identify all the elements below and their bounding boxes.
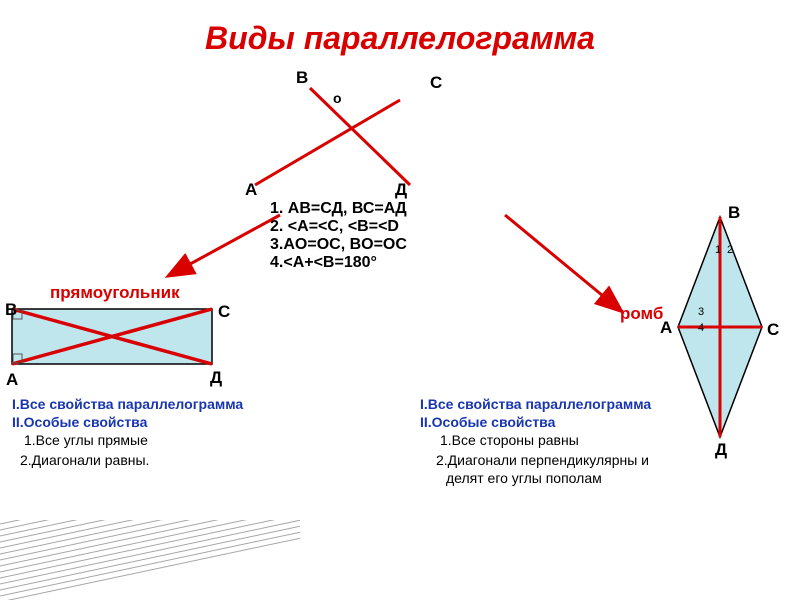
rectangle-shape: [12, 309, 212, 364]
rhombus-subtitle: ромб: [620, 304, 663, 324]
rect-prop-item-1: 1.Все углы прямые: [24, 432, 148, 448]
rect-prop-item-2: 2.Диагонали равны.: [20, 452, 149, 468]
right-angle-marker-2: [13, 354, 22, 363]
rect-vertex-b: B: [5, 300, 17, 320]
rectangle-diag-2: [12, 309, 212, 364]
rect-vertex-c: C: [218, 302, 230, 322]
parallelogram-diag-1: [255, 100, 400, 185]
rhom-angle-4: 4: [698, 322, 704, 334]
rectangle-diag-1: [12, 309, 212, 364]
center-prop-1: 1. АВ=СД, ВС=AД: [270, 200, 407, 218]
decorative-hatching: [0, 520, 300, 600]
arrow-to-rectangle: [170, 215, 280, 275]
rhom-prop-item-3: делят его углы пополам: [446, 470, 602, 486]
main-title: Виды параллелограмма: [205, 20, 595, 57]
center-properties: 1. АВ=СД, ВС=AД2. <A=<C, <B=<D3.AO=OC, B…: [270, 200, 407, 272]
arrow-to-rhombus: [505, 215, 620, 310]
rhom-angle-3: 3: [698, 306, 704, 318]
rhom-prop-item-2: 2.Диагонали перпендикулярны и: [436, 452, 649, 468]
rhom-vertex-a: A: [660, 318, 672, 338]
vertex-c-top: C: [430, 73, 442, 93]
rhom-prop-header-2: II.Особые свойства: [420, 414, 555, 430]
rect-prop-header-2: II.Особые свойства: [12, 414, 147, 430]
vertex-d-top: Д: [395, 180, 407, 200]
rhom-vertex-c: C: [767, 320, 779, 340]
rhom-angle-2: 2: [727, 244, 733, 256]
rect-vertex-a: A: [6, 370, 18, 390]
rectangle-subtitle: прямоугольник: [50, 283, 180, 303]
rhom-vertex-d: Д: [715, 440, 727, 460]
vertex-o-center: o: [333, 90, 342, 106]
vertex-b-top: B: [296, 68, 308, 88]
rect-prop-header-1: I.Все свойства параллелограмма: [12, 396, 243, 412]
center-prop-2: 2. <A=<C, <B=<D: [270, 218, 407, 236]
parallelogram-diag-2: [310, 88, 410, 185]
center-prop-3: 3.AO=OC, BO=OC: [270, 236, 407, 254]
rect-vertex-d: Д: [210, 368, 222, 388]
rhom-vertex-b: B: [728, 203, 740, 223]
center-prop-4: 4.<A+<B=180°: [270, 254, 407, 272]
rhom-prop-item-1: 1.Все стороны равны: [440, 432, 579, 448]
vertex-a-top: A: [245, 180, 257, 200]
rhom-angle-1: 1: [715, 244, 721, 256]
rhom-prop-header-1: I.Все свойства параллелограмма: [420, 396, 651, 412]
